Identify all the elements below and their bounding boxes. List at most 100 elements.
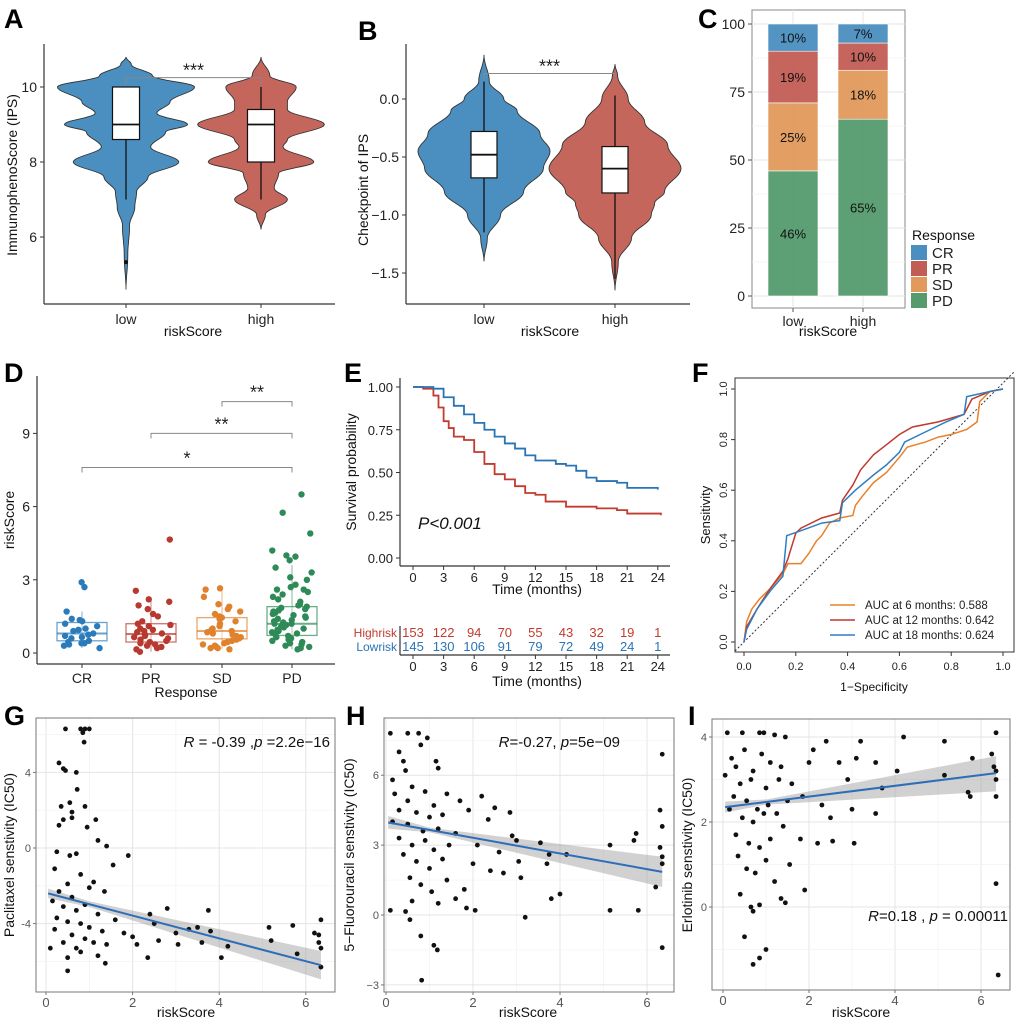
data-point	[52, 926, 58, 932]
data-point	[440, 812, 445, 818]
data-point	[60, 940, 66, 945]
risk-table-row-label-Lowrisk: Lowrisk	[356, 640, 398, 654]
data-point	[135, 602, 142, 609]
data-point	[50, 898, 55, 904]
data-point	[507, 810, 513, 815]
data-point	[282, 642, 289, 649]
data-point	[894, 768, 900, 774]
data-point	[733, 832, 739, 838]
data-point	[387, 730, 393, 736]
x-tick-label: 6	[643, 995, 650, 1010]
data-point	[272, 564, 279, 571]
data-point	[78, 579, 85, 586]
data-point	[461, 886, 467, 892]
data-point	[763, 785, 769, 791]
roc-curve	[743, 388, 1004, 643]
bar-segment-SD	[837, 69, 889, 120]
data-point	[226, 646, 233, 653]
y-tick-label: 0	[22, 645, 30, 661]
legend-label-PR: PR	[932, 261, 953, 278]
data-point	[858, 738, 863, 744]
data-point	[164, 906, 170, 911]
x-tick-label-low: low	[473, 311, 495, 327]
data-point	[767, 836, 773, 842]
data-point	[78, 872, 84, 877]
data-point	[295, 602, 302, 609]
data-point	[204, 629, 211, 636]
outlier-point	[124, 260, 128, 265]
data-point	[54, 849, 60, 855]
x-tick-label: 0.8	[944, 661, 959, 673]
data-point	[65, 881, 71, 887]
risk-table-count: 130	[433, 639, 455, 654]
data-point	[806, 760, 812, 765]
data-point	[163, 637, 170, 644]
data-point	[279, 509, 286, 516]
data-point	[772, 732, 777, 738]
legend-swatch-SD	[911, 277, 927, 292]
data-point	[965, 789, 971, 795]
data-point	[232, 618, 239, 625]
data-point	[787, 862, 793, 867]
data-point	[419, 977, 425, 983]
data-point	[102, 889, 107, 894]
correlation-annotation: R=0.18 , p = 0.00011	[868, 908, 1008, 925]
data-point	[414, 859, 419, 864]
data-point	[750, 961, 756, 967]
risk-table-count: 106	[463, 639, 485, 654]
data-point	[137, 640, 144, 647]
data-point	[78, 726, 84, 732]
data-point	[269, 637, 276, 644]
significance-bracket	[81, 467, 293, 473]
data-point	[607, 842, 613, 848]
y-tick-label: 9	[22, 425, 30, 441]
y-tick-label: 100	[722, 16, 746, 32]
data-point	[86, 885, 92, 891]
bar-data-label: 46%	[780, 226, 806, 241]
data-point	[435, 826, 441, 832]
data-point	[65, 968, 71, 974]
data-point	[722, 772, 728, 778]
data-point	[304, 588, 312, 596]
data-point	[810, 747, 816, 753]
diagonal-reference-line	[734, 371, 1015, 652]
data-point	[133, 629, 141, 636]
data-point	[153, 644, 161, 652]
data-point	[757, 730, 762, 736]
data-point	[294, 646, 301, 653]
x-tick-label-high: high	[248, 311, 274, 327]
r-symbol: R	[184, 734, 195, 751]
data-point	[403, 909, 408, 914]
r-symbol: R	[868, 908, 879, 925]
data-point	[274, 596, 282, 603]
significance-bracket	[125, 77, 262, 84]
data-point	[85, 631, 92, 638]
data-point	[78, 640, 85, 647]
bar-data-label: 10%	[850, 50, 876, 65]
data-point	[780, 823, 786, 829]
panel-label-i: I	[688, 701, 696, 731]
y-tick-label: 50	[729, 152, 745, 168]
data-point	[104, 843, 110, 849]
legend-label: AUC at 18 months: 0.624	[865, 630, 995, 642]
data-point	[746, 840, 752, 846]
x-axis-title: riskScore	[832, 1004, 891, 1020]
p-symbol: p	[557, 734, 570, 751]
panel-label-f: F	[692, 358, 709, 388]
y-tick-label: 4	[701, 732, 707, 744]
x-tick-label: 0	[409, 570, 416, 585]
data-point	[466, 807, 472, 813]
data-point	[635, 907, 641, 913]
data-point	[96, 644, 103, 652]
data-point	[414, 810, 419, 815]
x-tick-label: 3	[440, 570, 447, 585]
data-point	[283, 552, 290, 559]
risk-table-x-tick-label: 9	[501, 659, 508, 674]
x-tick-label: 2	[129, 995, 136, 1010]
data-point	[145, 622, 153, 630]
data-point	[387, 907, 393, 913]
regression-line	[725, 772, 997, 809]
y-tick-label: 6	[29, 229, 37, 245]
